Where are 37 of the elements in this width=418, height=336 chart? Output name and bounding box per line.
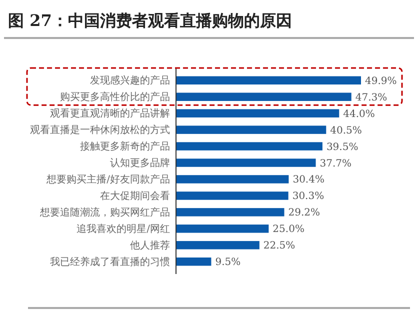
y-tick-label: 追我喜欢的明星/网红: [76, 222, 170, 235]
y-tick-label: 他人推荐: [130, 239, 170, 252]
y-tick-label: 观看直播是一种休闲放松的方式: [30, 124, 170, 136]
data-label: 29.2%: [288, 208, 320, 219]
bar: [176, 142, 322, 150]
data-label: 25.0%: [272, 224, 304, 236]
y-tick-label: 在大促期间会看: [100, 190, 170, 202]
bar: [176, 241, 260, 250]
y-tick-label: 接触更多新奇的产品: [80, 140, 170, 152]
data-label: 39.5%: [326, 142, 358, 153]
bar: [176, 208, 284, 216]
data-label: 9.5%: [215, 257, 241, 268]
data-label: 30.4%: [292, 174, 324, 186]
y-tick-label: 想要追随潮流，购买网红产品: [39, 206, 170, 218]
y-tick-label: 发现感兴趣的产品: [90, 74, 170, 87]
bar: [176, 126, 326, 134]
data-label: 30.3%: [292, 191, 324, 202]
bar: [176, 175, 289, 184]
data-label: 49.9%: [365, 76, 397, 87]
chart-title: 图 27：中国消费者观看直播购物的原因: [8, 11, 292, 30]
data-label: 47.3%: [355, 92, 388, 104]
bar: [176, 224, 269, 233]
bar: [176, 76, 361, 84]
bar: [176, 258, 212, 266]
bar: [176, 92, 352, 101]
y-tick-label: 购买更多高性价比的产品: [60, 91, 170, 104]
y-tick-label: 我已经养成了看直播的习惯: [50, 256, 170, 268]
data-label: 37.7%: [320, 158, 352, 170]
data-label: 40.5%: [330, 125, 362, 136]
y-tick-label: 想要购买主播/好友同款产品: [46, 173, 170, 186]
bar: [176, 192, 288, 200]
data-label: 22.5%: [263, 240, 296, 252]
data-label: 44.0%: [343, 108, 375, 120]
bar: [176, 158, 316, 167]
y-tick-label: 观看更直观清晰的产品讲解: [50, 108, 170, 120]
bar: [176, 109, 340, 118]
y-tick-label: 认知更多品牌: [110, 156, 170, 169]
